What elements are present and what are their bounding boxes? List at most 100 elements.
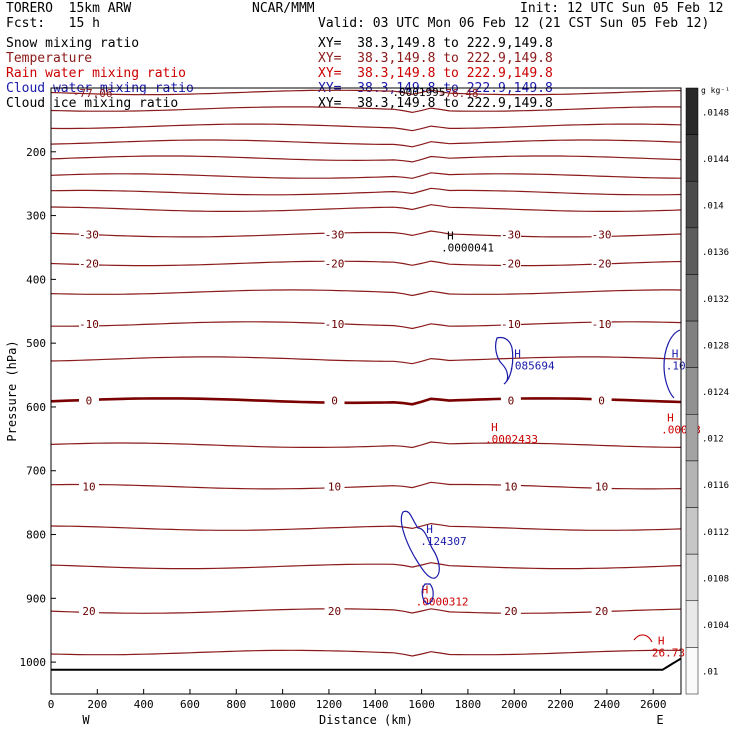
isotherm-label-bg bbox=[78, 394, 99, 407]
isotherm-label-bg bbox=[324, 605, 345, 618]
y-tick-label: 400 bbox=[26, 273, 46, 286]
x-tick-label: 0 bbox=[48, 698, 55, 711]
colorbar-label: .0132 bbox=[702, 295, 729, 305]
annotation-value: .085694 bbox=[508, 359, 555, 372]
x-tick-label: 2000 bbox=[501, 698, 528, 711]
isotherm-label: -20 bbox=[592, 257, 612, 270]
field-xy-snow: XY= 38.3,149.8 to 222.9,149.8 bbox=[318, 36, 553, 51]
high-marker: H bbox=[672, 347, 679, 360]
isotherm-label-bg bbox=[324, 318, 345, 331]
isotherm-label: -30 bbox=[325, 229, 345, 242]
x-tick-label: 600 bbox=[180, 698, 200, 711]
isotherm-label-bg bbox=[500, 394, 521, 407]
colorbar-label: .0136 bbox=[702, 248, 729, 258]
colorbar-swatch bbox=[685, 414, 699, 462]
colorbar-label: .01 bbox=[702, 668, 718, 678]
header-forecast: Fcst: 15 h bbox=[6, 16, 100, 31]
x-axis-label: Distance (km) bbox=[319, 713, 413, 727]
y-tick-label: 600 bbox=[26, 401, 46, 414]
isotherm-label: -20 bbox=[501, 257, 521, 270]
header-title: TORERO 15km ARW bbox=[6, 1, 132, 16]
colorbar-swatch bbox=[685, 87, 699, 135]
isotherm-label-bg bbox=[78, 480, 99, 493]
isotherm-label-bg bbox=[591, 394, 612, 407]
isotherm-label-bg bbox=[324, 394, 345, 407]
isotherm-label: 10 bbox=[595, 481, 608, 494]
isotherm-label: 0 bbox=[86, 395, 93, 408]
annotation-value: .124307 bbox=[420, 535, 466, 548]
cloud-water-contour bbox=[663, 329, 681, 399]
isotherm-line bbox=[50, 89, 682, 96]
isotherm-line bbox=[50, 123, 682, 132]
colorbar-label: .012 bbox=[702, 435, 724, 445]
field-label-cloud-ice: Cloud ice mixing ratio bbox=[6, 96, 179, 111]
x-tick-label: 1000 bbox=[269, 698, 296, 711]
isotherm-label: 20 bbox=[82, 605, 95, 618]
isotherm-line bbox=[50, 397, 682, 406]
isotherm-line bbox=[50, 356, 682, 365]
isotherm-label-bg bbox=[500, 228, 521, 241]
isotherm-label-bg bbox=[500, 480, 521, 493]
y-tick-label: 800 bbox=[26, 529, 46, 542]
colorbar-label: .0108 bbox=[702, 574, 729, 584]
annotation-value: -76.48 bbox=[439, 87, 479, 100]
isotherm-label-bg bbox=[324, 228, 345, 241]
isotherm-label: -30 bbox=[592, 229, 612, 242]
isotherm-label-bg bbox=[591, 257, 612, 270]
high-marker: H bbox=[426, 523, 433, 536]
isotherm-label-bg bbox=[78, 228, 99, 241]
cloud-water-contour bbox=[495, 336, 514, 385]
high-marker: H bbox=[658, 635, 665, 648]
annotation-value: .0001995 bbox=[392, 86, 445, 99]
isotherm-label-bg bbox=[324, 480, 345, 493]
annotation-value: .0002433 bbox=[485, 433, 538, 446]
field-label-cloud-water: Cloud water mixing ratio bbox=[6, 81, 194, 96]
annotation-value: 26.73 bbox=[652, 647, 685, 660]
high-marker: H bbox=[447, 229, 454, 242]
x-tick-label: 200 bbox=[87, 698, 107, 711]
isotherm-label-bg bbox=[591, 318, 612, 331]
plot-frame bbox=[50, 87, 682, 695]
isotherm-label: 20 bbox=[504, 605, 517, 618]
isotherm-label-bg bbox=[591, 480, 612, 493]
colorbar-swatch bbox=[685, 320, 699, 368]
colorbar-label: .0128 bbox=[702, 341, 729, 351]
high-marker: H bbox=[491, 421, 498, 434]
annotation-value: .107 bbox=[666, 359, 693, 372]
isotherm-line bbox=[50, 172, 682, 179]
y-tick-label: 900 bbox=[26, 592, 46, 605]
field-label-temperature: Temperature bbox=[6, 51, 93, 66]
high-marker: H bbox=[514, 347, 521, 360]
annotation-value: .0000312 bbox=[416, 596, 469, 609]
x-tick-label: 1600 bbox=[408, 698, 435, 711]
isotherm-label: -10 bbox=[325, 318, 345, 331]
isotherm-label: 20 bbox=[328, 605, 341, 618]
y-tick-label: 700 bbox=[26, 465, 46, 478]
isotherm-label-bg bbox=[500, 318, 521, 331]
y-tick-label: 1000 bbox=[20, 656, 47, 669]
isotherm-label-bg bbox=[591, 605, 612, 618]
x-tick-label: 2200 bbox=[547, 698, 574, 711]
isotherm-line bbox=[50, 204, 682, 212]
isotherm-line bbox=[50, 522, 682, 531]
colorbar-swatch bbox=[685, 553, 699, 602]
west-end-label: W bbox=[82, 713, 90, 727]
x-tick-label: 2400 bbox=[594, 698, 621, 711]
isotherm-label: 0 bbox=[331, 395, 338, 408]
east-end-label: E bbox=[656, 713, 663, 727]
isotherm-line bbox=[50, 106, 681, 114]
isotherm-line bbox=[51, 321, 682, 330]
isotherm-label: -20 bbox=[79, 257, 99, 270]
high-marker: H bbox=[667, 411, 674, 424]
colorbar-label: .014 bbox=[702, 202, 724, 212]
colorbar-swatch bbox=[685, 180, 699, 229]
isotherm-line bbox=[50, 481, 682, 490]
rain-water-contour bbox=[633, 634, 653, 643]
x-tick-label: 1400 bbox=[362, 698, 389, 711]
y-tick-label: 500 bbox=[26, 337, 46, 350]
isotherm-label: 0 bbox=[598, 395, 605, 408]
cloud-water-contour bbox=[400, 510, 440, 579]
field-label-rain: Rain water mixing ratio bbox=[6, 66, 187, 81]
colorbar-label: .0148 bbox=[702, 108, 729, 118]
colorbar-swatch bbox=[685, 460, 699, 508]
